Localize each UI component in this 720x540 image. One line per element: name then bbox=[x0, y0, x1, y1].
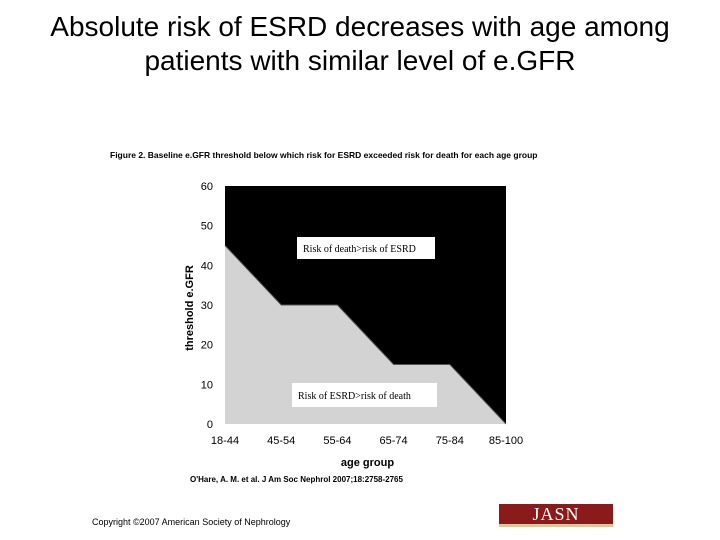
x-tick-label: 85-100 bbox=[489, 435, 523, 447]
y-tick-label: 40 bbox=[201, 260, 213, 272]
x-tick-label: 75-84 bbox=[436, 435, 464, 447]
x-tick-label: 55-64 bbox=[323, 435, 351, 447]
journal-logo: JASN bbox=[499, 504, 613, 527]
y-tick-label: 60 bbox=[201, 181, 213, 193]
slide-title: Absolute risk of ESRD decreases with age… bbox=[50, 11, 670, 76]
x-tick-label: 45-54 bbox=[267, 435, 295, 447]
y-axis-title: threshold e.GFR bbox=[184, 265, 196, 351]
citation: O'Hare, A. M. et al. J Am Soc Nephrol 20… bbox=[190, 475, 403, 484]
upper-region-label: Risk of death>risk of ESRD bbox=[303, 244, 416, 255]
y-axis-ticks: 0 10 20 30 40 50 60 bbox=[201, 181, 213, 431]
y-tick-label: 50 bbox=[201, 221, 213, 233]
x-axis-ticks: 18-44 45-54 55-64 65-74 75-84 85-100 bbox=[211, 435, 523, 447]
x-tick-label: 18-44 bbox=[211, 435, 239, 447]
threshold-boundary-line bbox=[224, 245, 507, 425]
y-tick-label: 0 bbox=[207, 419, 213, 431]
lower-region-label-box: Risk of ESRD>risk of death bbox=[292, 383, 437, 407]
lower-region-label-bg bbox=[292, 383, 437, 407]
upper-region-label-box: Risk of death>risk of ESRD bbox=[297, 237, 435, 259]
y-tick-label: 20 bbox=[201, 340, 213, 352]
y-tick-label: 30 bbox=[201, 300, 213, 312]
x-axis-title: age group bbox=[341, 457, 394, 469]
x-tick-label: 65-74 bbox=[380, 435, 408, 447]
upper-region-label-bg bbox=[297, 237, 435, 259]
copyright-notice: Copyright ©2007 American Society of Neph… bbox=[92, 517, 291, 527]
figure-caption: Figure 2. Baseline e.GFR threshold below… bbox=[110, 150, 538, 160]
lower-region-label: Risk of ESRD>risk of death bbox=[298, 391, 411, 402]
y-tick-label: 10 bbox=[201, 379, 213, 391]
